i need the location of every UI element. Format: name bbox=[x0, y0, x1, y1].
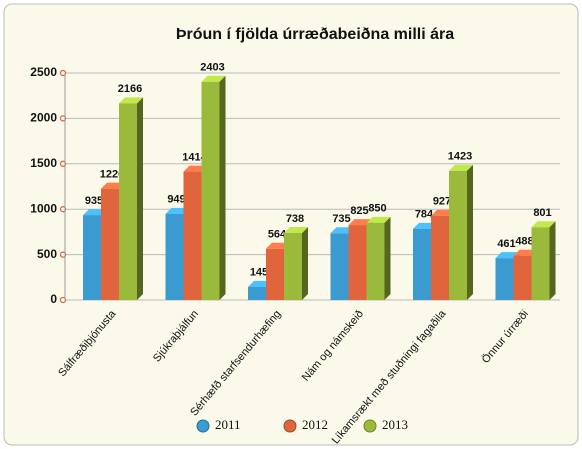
bar-side bbox=[467, 164, 473, 300]
bar-front bbox=[495, 258, 514, 300]
legend-marker bbox=[283, 419, 297, 433]
bar-front bbox=[201, 81, 220, 300]
y-tick-label: 1000 bbox=[30, 201, 57, 215]
value-label: 1423 bbox=[448, 151, 472, 163]
bar-front bbox=[83, 215, 101, 300]
y-tick-label: 2000 bbox=[30, 111, 57, 125]
y-tick-label: 500 bbox=[37, 247, 57, 261]
bar bbox=[449, 164, 473, 300]
bar bbox=[531, 221, 556, 300]
value-label: 2403 bbox=[200, 62, 224, 74]
chart-frame bbox=[3, 3, 579, 446]
bar-top bbox=[366, 216, 391, 223]
value-label: 850 bbox=[368, 203, 386, 215]
bar-front bbox=[165, 213, 184, 300]
bar-side bbox=[384, 216, 391, 300]
value-label: 949 bbox=[167, 194, 185, 206]
bar-front bbox=[266, 248, 284, 300]
bar-front bbox=[348, 225, 367, 300]
bar-top bbox=[449, 164, 473, 171]
value-label: 927 bbox=[433, 196, 451, 208]
bar-front bbox=[366, 222, 385, 300]
value-label: 564 bbox=[268, 229, 287, 241]
value-label: 738 bbox=[286, 213, 304, 225]
bar-front bbox=[119, 103, 137, 300]
value-label: 145 bbox=[250, 267, 268, 279]
value-label: 801 bbox=[533, 207, 551, 219]
bar-top bbox=[201, 75, 226, 82]
bar-side bbox=[219, 75, 226, 300]
bar bbox=[366, 216, 391, 300]
bar-front bbox=[513, 255, 532, 300]
bar-top bbox=[531, 221, 556, 228]
y-tick-label: 0 bbox=[50, 292, 57, 306]
bar-top bbox=[284, 226, 308, 233]
bar-front bbox=[330, 233, 349, 300]
value-label: 1226 bbox=[100, 169, 124, 181]
chart-title: Þróun í fjölda úrræðabeiðna milli ára bbox=[176, 26, 454, 43]
bar-top bbox=[119, 97, 143, 104]
legend-label: 2011 bbox=[215, 417, 241, 432]
legend-marker bbox=[196, 419, 210, 433]
value-label: 488 bbox=[515, 236, 533, 248]
value-label: 784 bbox=[415, 209, 434, 221]
value-label: 2166 bbox=[118, 83, 142, 95]
bar-front bbox=[431, 215, 449, 300]
value-label: 1414 bbox=[182, 152, 207, 164]
bar-front bbox=[449, 170, 467, 300]
bar bbox=[201, 75, 226, 300]
legend-label: 2013 bbox=[382, 417, 408, 432]
bar-side bbox=[137, 97, 143, 300]
bar-front bbox=[284, 232, 302, 300]
y-tick-label: 2500 bbox=[30, 65, 57, 79]
value-label: 825 bbox=[350, 205, 368, 217]
bar-side bbox=[549, 221, 556, 300]
legend-label: 2012 bbox=[302, 417, 328, 432]
bar-front bbox=[413, 228, 431, 300]
legend-marker bbox=[363, 419, 377, 433]
bar-front bbox=[183, 171, 202, 300]
value-label: 461 bbox=[497, 238, 515, 250]
value-label: 735 bbox=[332, 213, 350, 225]
bar bbox=[284, 226, 308, 300]
value-label: 935 bbox=[85, 195, 103, 207]
bar-front bbox=[531, 227, 550, 300]
bar-front bbox=[101, 188, 119, 300]
bar-side bbox=[302, 226, 308, 300]
y-tick-label: 1500 bbox=[30, 156, 57, 170]
bar-front bbox=[248, 286, 266, 300]
bar bbox=[119, 97, 143, 300]
